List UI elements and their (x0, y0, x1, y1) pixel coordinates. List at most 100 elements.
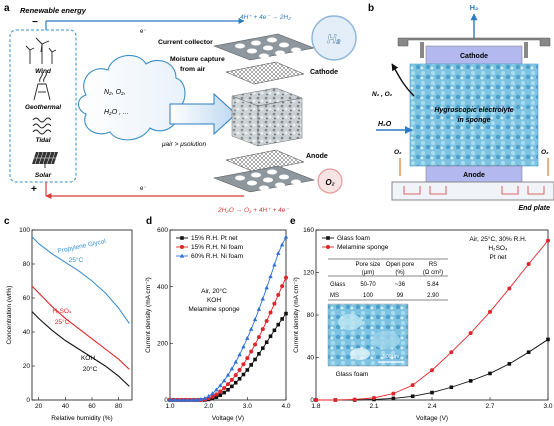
electron-top-label: e⁻ (140, 29, 147, 35)
legend-label: 60% R.H. Ni foam (191, 253, 243, 260)
y-tick-label: 40 (307, 355, 315, 362)
panel-c: c 20 40 60 80 0 20 40 60 80 100 Concentration (wt… (4, 216, 133, 422)
data-point-triangle (194, 397, 200, 402)
y-tick-label: 40 (23, 329, 31, 336)
data-point-circle (264, 318, 269, 323)
data-point-circle (226, 382, 230, 387)
data-point-square (226, 388, 230, 392)
chart-e-series (314, 238, 550, 402)
series-line (31, 311, 130, 387)
table-cell: 2.90 (427, 293, 439, 299)
data-point-circle (372, 395, 376, 400)
cathode-feed-right (524, 42, 528, 58)
y-tick-label: 80 (23, 261, 31, 268)
data-point-square (268, 334, 273, 339)
x-tick-label: 2.1 (369, 403, 378, 410)
table-cell: MS (330, 293, 339, 299)
data-point-triangle (249, 326, 254, 331)
data-point-circle (245, 356, 250, 361)
data-point-square (264, 340, 269, 344)
h2-bubble (311, 15, 357, 61)
data-point-circle (222, 386, 227, 391)
annot-e-air: Air, 25°C, 30% R.H. (469, 235, 526, 243)
chart-c-ticks: 20 40 60 80 0 20 40 60 80 100 (19, 227, 123, 410)
data-point-circle (333, 398, 338, 402)
foam-cube (231, 87, 303, 147)
data-point-triangle (260, 296, 265, 301)
data-point-circle (272, 301, 277, 306)
plus-sign: + (31, 184, 37, 195)
gases-line-2: H₂O , ... (104, 109, 129, 116)
panel-c-label: c (4, 216, 10, 227)
panel-e-label: e (290, 216, 296, 227)
table-header-rs-unit: (Ω cm²) (423, 270, 443, 276)
data-point-square (180, 236, 184, 240)
table-header-open-pore-unit: (%) (395, 270, 404, 276)
data-point-triangle (241, 344, 246, 349)
data-point-square (233, 380, 238, 385)
chart-d-ticks: 1.0 2.0 3.0 4.0 0 200 400 600 (157, 227, 291, 410)
data-point-square (507, 362, 512, 366)
moisture-label-1: Moisture capture (170, 56, 225, 63)
data-point-circle (260, 327, 265, 332)
data-point-circle (410, 383, 415, 388)
y-tick-label: 120 (303, 270, 314, 277)
y-tick-label: 200 (157, 341, 168, 348)
data-point-square (257, 352, 261, 356)
chart-c-frame (31, 229, 133, 401)
data-point-triangle (202, 395, 207, 400)
chart-e-legend: Glass foam Melamine sponge (322, 235, 389, 251)
y-tick-label: 0 (26, 397, 30, 404)
data-point-triangle (179, 253, 185, 258)
h2-outlet-label: H₂ (470, 3, 479, 12)
data-point-square (222, 390, 226, 395)
data-point-triangle (210, 391, 215, 396)
cathode-feed-left (420, 42, 424, 58)
legend-label: Glass foam (337, 235, 370, 242)
renewable-energy-label: Renewable energy (20, 6, 87, 15)
data-point-triangle (214, 387, 219, 392)
data-point-square (230, 384, 234, 389)
data-point-circle (268, 310, 273, 315)
annot-d-air: Air, 20°C (201, 287, 227, 295)
data-point-circle (526, 262, 531, 266)
o2-bubble-label: O₂ (325, 178, 334, 187)
moisture-cloud (77, 54, 186, 141)
legend-label: 15% R.H. Ni foam (191, 244, 243, 251)
chart-c-xlabel: Relative humidity (%) (51, 415, 112, 422)
data-point-circle (233, 373, 238, 378)
data-point-square (218, 393, 223, 397)
n2o2-label: N₂ , O₂ (372, 91, 393, 98)
data-point-triangle (191, 397, 196, 402)
annot-h2so4-temp: 25°C (55, 318, 70, 326)
annot-koh: KOH (81, 355, 95, 362)
data-point-triangle (276, 250, 281, 255)
n2o2-arrow (391, 63, 415, 97)
source-solar: Solar (35, 172, 52, 179)
x-tick-label: 2.0 (204, 403, 213, 410)
chart-c-series (31, 236, 130, 387)
panel-d-label: d (146, 216, 152, 227)
o2-bubble (317, 168, 343, 194)
chart-c-ylabel: Concentration (wt%) (6, 286, 13, 345)
anode-reaction: 2H₂O → O₂ + 4H⁺ + 4e⁻ (217, 207, 289, 214)
data-point-square (468, 379, 473, 383)
chart-d-series (167, 234, 289, 402)
x-tick-label: 80 (115, 403, 123, 410)
data-point-triangle (245, 335, 250, 340)
data-point-circle (284, 275, 288, 280)
data-point-triangle (225, 372, 231, 377)
data-point-circle (210, 394, 215, 399)
series-line (170, 313, 287, 401)
moisture-label-2: from air (180, 66, 206, 73)
data-point-triangle (198, 397, 204, 402)
electrolyte-label-1: Hygroscopic electrolyte (434, 107, 513, 114)
data-point-triangle (206, 393, 211, 398)
data-point-square (249, 363, 253, 367)
electron-bottom-label: e⁻ (140, 186, 147, 192)
data-point-circle (276, 292, 281, 297)
panel-e: e 1.8 2.1 2.4 2.7 3.0 0 40 80 120 160 Glass foam M… (290, 216, 553, 422)
bottom-flow-channel (403, 186, 545, 195)
chart-e-ylabel: Current density (mA cm⁻²) (293, 277, 300, 353)
table-cell: 100 (363, 293, 374, 299)
